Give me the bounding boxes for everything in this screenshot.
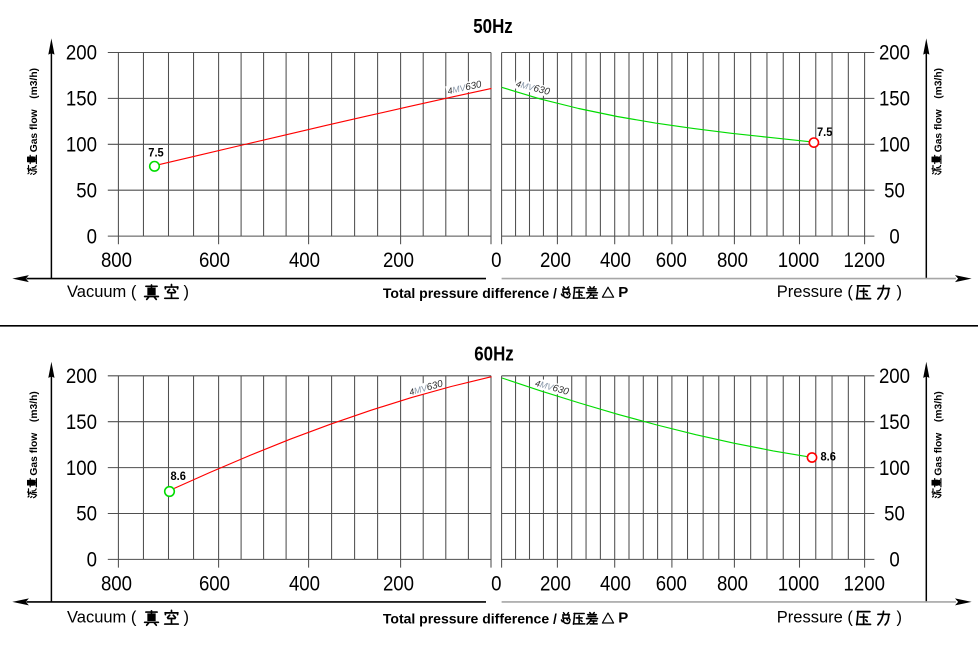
- svg-text:50: 50: [76, 503, 97, 526]
- svg-text:400: 400: [600, 249, 631, 272]
- svg-text:): ): [184, 283, 190, 301]
- svg-text:200: 200: [879, 42, 910, 65]
- svg-text:Vacuum (: Vacuum (: [67, 609, 137, 627]
- svg-text:100: 100: [66, 457, 97, 480]
- svg-text:200: 200: [540, 249, 571, 272]
- svg-text:100: 100: [66, 134, 97, 157]
- svg-text:Pressure (: Pressure (: [777, 283, 854, 301]
- svg-text:400: 400: [289, 249, 320, 272]
- svg-text:0: 0: [889, 225, 899, 248]
- svg-text:(m3/h): (m3/h): [29, 68, 40, 99]
- svg-text:50Hz: 50Hz: [473, 16, 513, 38]
- svg-text:Gas flow: Gas flow: [934, 108, 945, 152]
- svg-text:100: 100: [879, 457, 910, 480]
- svg-text:0: 0: [87, 549, 97, 572]
- svg-text:0: 0: [889, 549, 899, 572]
- svg-text:Vacuum (: Vacuum (: [67, 283, 137, 301]
- svg-text:150: 150: [879, 88, 910, 111]
- svg-text:600: 600: [656, 573, 687, 596]
- svg-text:P: P: [618, 610, 628, 627]
- svg-text:200: 200: [879, 365, 910, 388]
- svg-text:100: 100: [879, 134, 910, 157]
- svg-text:Gas flow: Gas flow: [29, 108, 40, 152]
- svg-text:0: 0: [491, 249, 501, 272]
- svg-text:): ): [897, 609, 903, 627]
- svg-text:800: 800: [101, 573, 132, 596]
- svg-text:600: 600: [656, 249, 687, 272]
- svg-text:7.5: 7.5: [148, 145, 164, 159]
- svg-text:60Hz: 60Hz: [474, 343, 514, 365]
- svg-text:50: 50: [884, 503, 905, 526]
- svg-text:1000: 1000: [778, 573, 819, 596]
- svg-text:600: 600: [199, 573, 230, 596]
- svg-text:Gas flow: Gas flow: [29, 432, 40, 476]
- svg-text:400: 400: [289, 573, 320, 596]
- svg-text:): ): [184, 609, 190, 627]
- svg-text:800: 800: [717, 573, 748, 596]
- svg-text:8.6: 8.6: [821, 450, 837, 464]
- svg-text:1200: 1200: [843, 249, 884, 272]
- svg-text:200: 200: [66, 42, 97, 65]
- svg-text:8.6: 8.6: [171, 469, 187, 483]
- svg-text:(m3/h): (m3/h): [29, 391, 40, 422]
- svg-text:50: 50: [884, 179, 905, 202]
- svg-text:1200: 1200: [843, 573, 884, 596]
- svg-text:7.5: 7.5: [817, 125, 833, 139]
- svg-text:150: 150: [66, 88, 97, 111]
- svg-text:): ): [897, 283, 903, 301]
- svg-text:600: 600: [199, 249, 230, 272]
- svg-text:200: 200: [66, 365, 97, 388]
- svg-text:0: 0: [87, 225, 97, 248]
- svg-text:(m3/h): (m3/h): [934, 68, 945, 99]
- svg-text:150: 150: [879, 411, 910, 434]
- svg-text:800: 800: [717, 249, 748, 272]
- svg-text:1000: 1000: [778, 249, 819, 272]
- svg-text:400: 400: [600, 573, 631, 596]
- svg-text:200: 200: [383, 573, 414, 596]
- svg-text:Total pressure difference /: Total pressure difference /: [383, 285, 557, 301]
- svg-text:800: 800: [101, 249, 132, 272]
- svg-text:Pressure (: Pressure (: [777, 609, 854, 627]
- svg-text:(m3/h): (m3/h): [934, 391, 945, 422]
- svg-text:Gas flow: Gas flow: [934, 432, 945, 476]
- svg-text:P: P: [618, 284, 628, 301]
- svg-text:0: 0: [491, 573, 501, 596]
- svg-text:150: 150: [66, 411, 97, 434]
- svg-text:50: 50: [76, 179, 97, 202]
- svg-text:200: 200: [383, 249, 414, 272]
- svg-text:Total pressure difference /: Total pressure difference /: [383, 611, 557, 627]
- svg-text:200: 200: [540, 573, 571, 596]
